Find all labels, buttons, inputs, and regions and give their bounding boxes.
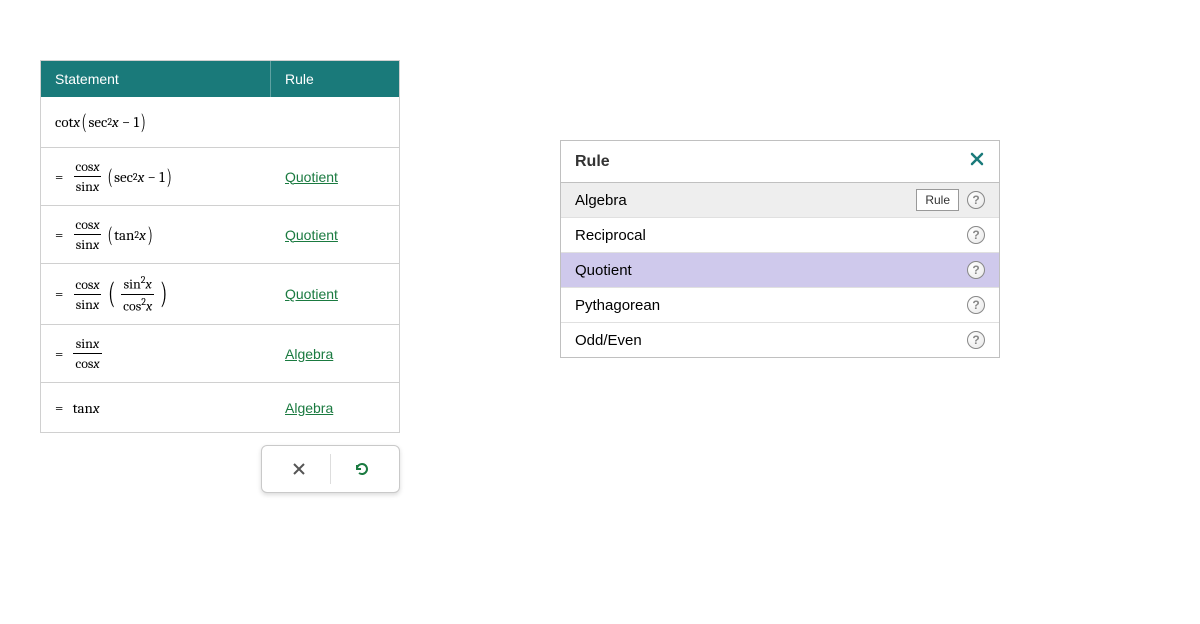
rule-cell-0 [271,112,399,132]
statement-4: = sinxcosx [41,325,271,382]
rule-item-quotient[interactable]: Quotient ? [561,253,999,288]
action-panel [261,445,400,493]
help-icon[interactable]: ? [967,191,985,209]
close-icon [969,151,985,167]
rule-item-oddeven[interactable]: Odd/Even ? [561,323,999,357]
rule-link-quotient[interactable]: Quotient [285,286,338,302]
help-icon[interactable]: ? [967,331,985,349]
header-rule: Rule [271,61,399,97]
rule-panel-header: Rule [561,141,999,183]
close-panel-button[interactable] [969,151,985,172]
table-row: = cosxsinx (sec2x − 1) Quotient [41,147,399,205]
rule-item-algebra[interactable]: Algebra Rule ? [561,183,999,218]
rule-item-label: Quotient [575,262,632,279]
table-row: cotx (sec2x − 1) [41,97,399,147]
divider [330,454,331,484]
table-row: = cosxsinx (tan2x) Quotient [41,205,399,263]
rule-link-algebra[interactable]: Algebra [285,400,333,416]
rule-item-reciprocal[interactable]: Reciprocal ? [561,218,999,253]
table-row: = sinxcosx Algebra [41,324,399,382]
rule-link-quotient[interactable]: Quotient [285,169,338,185]
undo-icon [353,460,371,478]
undo-button[interactable] [335,454,389,484]
rule-item-label: Pythagorean [575,297,660,314]
help-icon[interactable]: ? [967,261,985,279]
statement-2: = cosxsinx (tan2x) [41,206,271,263]
statement-0: cotx (sec2x − 1) [41,101,271,143]
table-row: = cosxsinx ( sin2xcos2x ) Quotient [41,263,399,324]
header-statement: Statement [41,61,271,97]
tooltip: Rule [916,189,959,211]
rule-item-pythagorean[interactable]: Pythagorean ? [561,288,999,323]
action-bar [40,445,400,493]
help-icon[interactable]: ? [967,296,985,314]
table-row: = tanx Algebra [41,382,399,432]
help-icon[interactable]: ? [967,226,985,244]
rule-link-quotient[interactable]: Quotient [285,227,338,243]
rule-panel-title: Rule [575,153,610,171]
rule-item-label: Reciprocal [575,227,646,244]
proof-table: Statement Rule cotx (sec2x − 1) = cosxsi… [40,60,400,433]
statement-3: = cosxsinx ( sin2xcos2x ) [41,264,271,324]
rule-link-algebra[interactable]: Algebra [285,346,333,362]
close-button[interactable] [272,454,326,484]
statement-5: = tanx [41,389,271,427]
statement-1: = cosxsinx (sec2x − 1) [41,148,271,205]
rule-item-label: Odd/Even [575,332,642,349]
rule-item-label: Algebra [575,192,627,209]
proof-header: Statement Rule [41,61,399,97]
close-icon [291,461,307,477]
rule-panel: Rule Algebra Rule ? Reciprocal ? Quotien… [560,140,1000,358]
